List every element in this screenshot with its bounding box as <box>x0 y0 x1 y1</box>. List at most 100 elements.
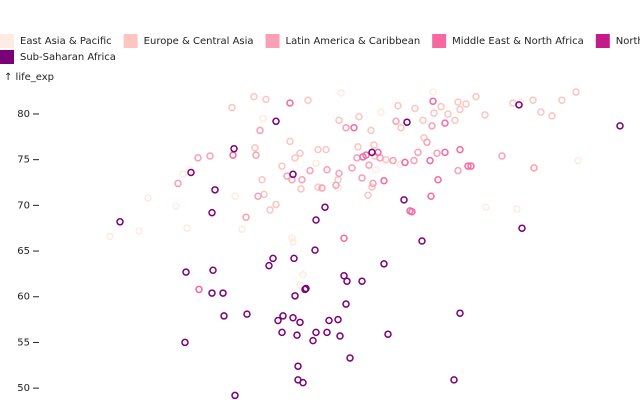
point <box>304 96 312 105</box>
point <box>209 266 217 274</box>
point <box>288 234 296 243</box>
point <box>238 225 246 233</box>
point <box>337 89 345 97</box>
point <box>301 285 309 294</box>
point <box>364 191 372 200</box>
point <box>135 227 143 235</box>
point <box>259 114 267 123</box>
point <box>548 112 556 120</box>
point <box>429 88 437 96</box>
y-axis-label: ↑ life_exp <box>4 72 54 83</box>
point <box>272 200 280 209</box>
point <box>537 108 545 116</box>
point <box>219 289 227 297</box>
point <box>335 116 343 125</box>
point <box>306 166 314 175</box>
point <box>427 192 435 200</box>
point <box>389 156 397 165</box>
y-tick-label: 65 <box>17 246 30 257</box>
legend-swatch <box>0 50 14 64</box>
point <box>467 162 475 170</box>
point <box>311 246 319 254</box>
point <box>498 152 506 160</box>
point <box>346 354 354 362</box>
legend-swatch <box>595 34 610 48</box>
point <box>296 281 304 289</box>
point <box>220 312 228 320</box>
point <box>392 117 400 126</box>
point <box>616 122 624 130</box>
point <box>400 196 408 204</box>
point <box>340 271 348 280</box>
point <box>362 151 370 159</box>
point <box>179 170 187 179</box>
point <box>367 126 375 135</box>
point <box>358 277 366 285</box>
point <box>279 312 287 320</box>
point <box>262 95 270 104</box>
point <box>426 156 434 165</box>
point <box>106 232 114 241</box>
point <box>298 176 306 184</box>
point <box>265 261 273 270</box>
legend-label: North America <box>616 36 640 47</box>
point <box>350 123 358 132</box>
point <box>411 104 419 113</box>
point <box>269 254 277 263</box>
point <box>342 123 350 132</box>
point <box>403 118 411 126</box>
point <box>348 164 356 172</box>
point <box>206 152 214 160</box>
legend-swatch <box>432 34 447 48</box>
point <box>254 192 262 200</box>
point <box>342 300 350 308</box>
point <box>278 328 286 337</box>
point <box>456 105 464 114</box>
point <box>291 292 299 300</box>
y-tick-label: 55 <box>17 337 30 348</box>
point <box>312 216 320 224</box>
point <box>229 151 237 159</box>
point <box>513 205 521 213</box>
point <box>515 101 523 109</box>
point <box>530 164 538 172</box>
point <box>272 117 280 126</box>
point <box>174 179 182 188</box>
point <box>321 203 329 211</box>
legend-label: Latin America & Caribbean <box>286 36 421 47</box>
point <box>429 97 437 105</box>
point <box>294 362 302 370</box>
point <box>353 154 361 162</box>
point <box>256 126 264 135</box>
point <box>195 285 203 294</box>
point <box>231 192 239 200</box>
point <box>325 316 333 325</box>
point <box>419 116 427 125</box>
point <box>423 138 431 147</box>
point <box>529 96 537 105</box>
legend-swatch <box>123 34 138 48</box>
point <box>334 315 342 324</box>
point <box>456 309 464 317</box>
y-tick-label: 60 <box>17 292 30 303</box>
point <box>368 183 376 191</box>
point <box>380 176 388 185</box>
point <box>312 328 320 337</box>
point <box>187 168 195 177</box>
point <box>343 277 351 285</box>
point <box>472 92 480 101</box>
legend-label: Middle East & North Africa <box>452 36 584 47</box>
point <box>116 218 124 226</box>
point <box>451 116 459 125</box>
point <box>456 145 464 154</box>
point <box>335 169 343 178</box>
point <box>406 207 414 215</box>
point <box>340 234 348 243</box>
point <box>454 166 462 175</box>
point <box>323 328 331 337</box>
point <box>365 161 373 169</box>
point <box>296 318 304 327</box>
point <box>336 332 344 340</box>
